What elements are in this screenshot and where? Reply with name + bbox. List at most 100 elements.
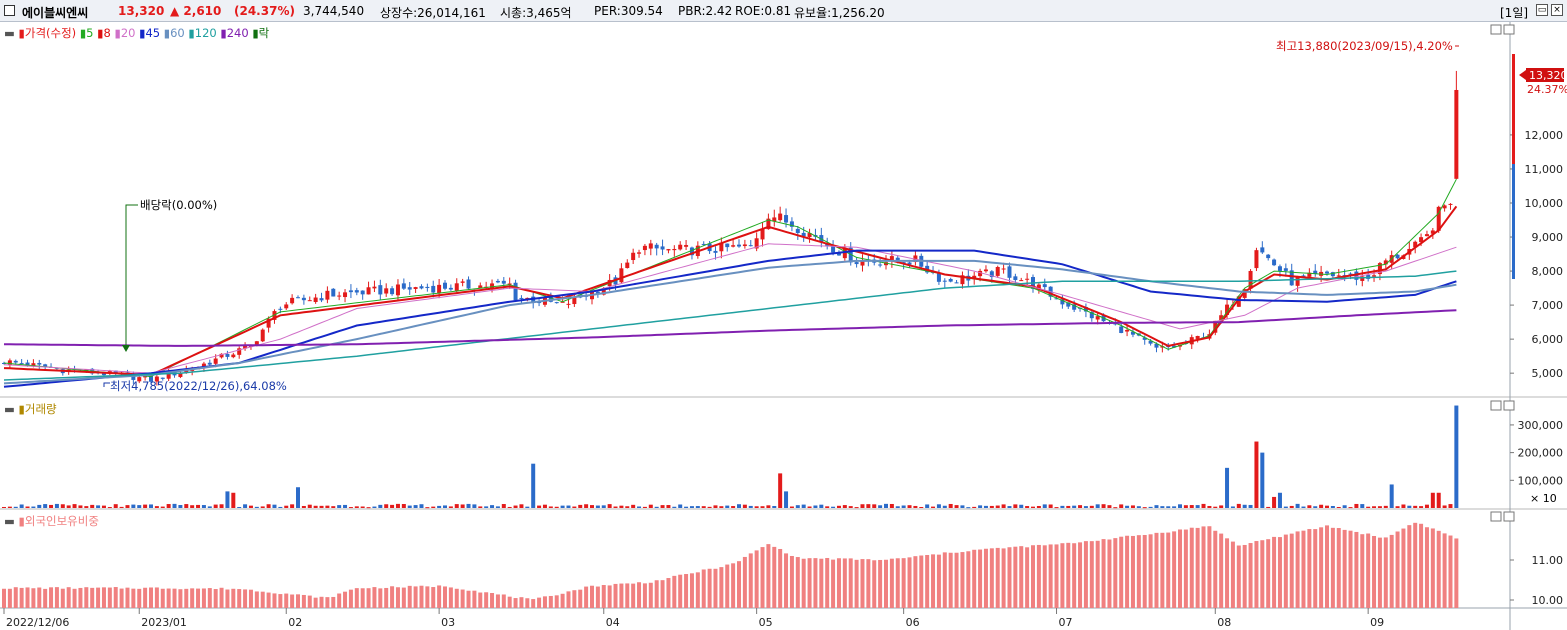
foreign-bar[interactable] — [1201, 526, 1206, 608]
candle-body[interactable] — [213, 358, 218, 364]
foreign-bar[interactable] — [1154, 532, 1159, 608]
volume-bar[interactable] — [113, 504, 118, 508]
volume-bar[interactable] — [131, 504, 136, 508]
candle-body[interactable] — [348, 290, 353, 293]
volume-bar[interactable] — [419, 504, 424, 508]
candle-body[interactable] — [1413, 241, 1418, 248]
foreign-bar[interactable] — [337, 593, 342, 608]
volume-bar[interactable] — [196, 504, 201, 508]
volume-bar[interactable] — [1230, 506, 1235, 508]
candle-body[interactable] — [760, 228, 765, 240]
foreign-bar[interactable] — [425, 586, 430, 608]
foreign-bar[interactable] — [789, 555, 794, 608]
volume-bar[interactable] — [678, 504, 683, 508]
candle-body[interactable] — [466, 279, 471, 289]
volume-bar[interactable] — [595, 505, 600, 508]
foreign-bar[interactable] — [1031, 545, 1035, 608]
volume-bar[interactable] — [366, 507, 371, 509]
foreign-bar[interactable] — [1248, 543, 1253, 608]
candle-body[interactable] — [960, 275, 965, 285]
foreign-bar[interactable] — [25, 587, 30, 608]
foreign-bar[interactable] — [813, 558, 818, 608]
candle-body[interactable] — [878, 264, 883, 266]
volume-bar[interactable] — [472, 504, 477, 508]
volume-bar[interactable] — [160, 506, 165, 508]
volume-bar[interactable] — [742, 504, 747, 508]
foreign-bar[interactable] — [672, 575, 677, 608]
volume-bar[interactable] — [413, 505, 418, 508]
candle-body[interactable] — [419, 286, 424, 289]
candle-body[interactable] — [995, 266, 1000, 276]
foreign-bar[interactable] — [490, 593, 495, 608]
volume-bar[interactable] — [37, 504, 42, 508]
foreign-bar[interactable] — [766, 544, 771, 608]
volume-bar[interactable] — [1119, 504, 1124, 508]
volume-bar[interactable] — [954, 505, 959, 508]
foreign-bar[interactable] — [1307, 529, 1312, 608]
foreign-bar[interactable] — [1189, 527, 1194, 608]
volume-bar[interactable] — [90, 504, 95, 508]
candle-body[interactable] — [725, 243, 730, 248]
candle-body[interactable] — [678, 244, 683, 250]
candle-body[interactable] — [272, 311, 277, 320]
volume-bar[interactable] — [813, 505, 818, 508]
volume-bar[interactable] — [154, 506, 159, 508]
foreign-bar[interactable] — [1395, 531, 1400, 608]
foreign-bar[interactable] — [513, 598, 518, 608]
volume-bar[interactable] — [248, 505, 253, 508]
volume-bar[interactable] — [766, 505, 771, 508]
candle-body[interactable] — [1372, 275, 1377, 277]
volume-bar[interactable] — [72, 504, 77, 508]
foreign-bar[interactable] — [889, 558, 894, 608]
foreign-bar[interactable] — [149, 587, 153, 608]
foreign-bar[interactable] — [1001, 548, 1006, 608]
candle-body[interactable] — [631, 252, 636, 261]
volume-bar[interactable] — [1395, 506, 1400, 508]
volume-bar[interactable] — [772, 505, 777, 508]
volume-bar[interactable] — [60, 504, 65, 508]
candle-body[interactable] — [854, 262, 859, 265]
foreign-bar[interactable] — [354, 588, 359, 608]
candle-body[interactable] — [842, 248, 847, 259]
candle-body[interactable] — [795, 228, 800, 233]
foreign-bar[interactable] — [478, 592, 483, 608]
candle-body[interactable] — [642, 245, 647, 251]
volume-bar[interactable] — [1448, 504, 1453, 508]
foreign-bar[interactable] — [49, 587, 54, 608]
volume-bar[interactable] — [190, 505, 195, 508]
candle-body[interactable] — [737, 244, 741, 247]
foreign-bar[interactable] — [1266, 539, 1271, 608]
close-icon[interactable]: × — [1551, 4, 1563, 16]
foreign-bar[interactable] — [284, 593, 289, 608]
candle-body[interactable] — [260, 329, 265, 342]
foreign-bar[interactable] — [666, 578, 671, 608]
candle-body[interactable] — [1307, 272, 1312, 277]
candle-body[interactable] — [1395, 254, 1400, 259]
foreign-bar[interactable] — [1178, 529, 1182, 608]
volume-bar[interactable] — [260, 506, 265, 508]
volume-bar[interactable] — [184, 504, 189, 508]
volume-bar[interactable] — [1101, 504, 1106, 508]
foreign-bar[interactable] — [854, 559, 859, 608]
foreign-bar[interactable] — [1125, 535, 1130, 608]
candle-body[interactable] — [807, 233, 812, 238]
volume-bar[interactable] — [995, 505, 1000, 508]
foreign-bar[interactable] — [1113, 538, 1118, 608]
volume-bar[interactable] — [936, 504, 941, 508]
candle-body[interactable] — [689, 247, 694, 256]
volume-bar[interactable] — [1301, 506, 1306, 508]
volume-bar[interactable] — [1178, 504, 1182, 508]
foreign-bar[interactable] — [1054, 544, 1059, 608]
volume-bar[interactable] — [213, 504, 218, 508]
legend-drop[interactable]: ▮락 — [252, 26, 270, 40]
volume-bar[interactable] — [101, 505, 106, 508]
foreign-bar[interactable] — [525, 598, 530, 608]
volume-bar[interactable] — [695, 506, 700, 508]
candle-body[interactable] — [1013, 276, 1018, 280]
foreign-bar[interactable] — [895, 558, 900, 608]
volume-bar[interactable] — [648, 504, 653, 508]
foreign-bar[interactable] — [1319, 527, 1324, 608]
volume-bar[interactable] — [143, 504, 148, 508]
candle-body[interactable] — [713, 250, 718, 253]
foreign-bar[interactable] — [919, 555, 924, 608]
